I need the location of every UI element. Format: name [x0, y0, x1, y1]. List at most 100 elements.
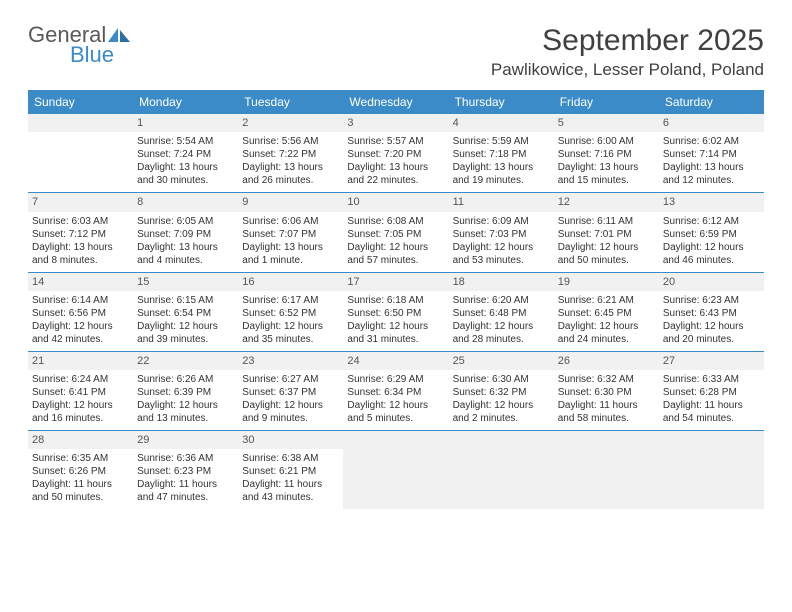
day-cell: 29 Sunrise: 6:36 AMSunset: 6:23 PMDayligh… — [133, 431, 238, 509]
day-details: Sunrise: 5:54 AMSunset: 7:24 PMDaylight:… — [137, 135, 234, 187]
day-details: Sunrise: 6:20 AMSunset: 6:48 PMDaylight:… — [453, 294, 550, 346]
day-number: 29 — [133, 431, 238, 449]
day-number: 30 — [238, 431, 343, 449]
day-details: Sunrise: 6:11 AMSunset: 7:01 PMDaylight:… — [558, 215, 655, 267]
day-details: Sunrise: 6:15 AMSunset: 6:54 PMDaylight:… — [137, 294, 234, 346]
day-details: Sunrise: 5:56 AMSunset: 7:22 PMDaylight:… — [242, 135, 339, 187]
day-number: 10 — [343, 193, 448, 211]
day-number: 15 — [133, 273, 238, 291]
day-number: 12 — [554, 193, 659, 211]
day-details: Sunrise: 5:59 AMSunset: 7:18 PMDaylight:… — [453, 135, 550, 187]
day-cell: 6 Sunrise: 6:02 AMSunset: 7:14 PMDaylight… — [659, 114, 764, 192]
day-cell — [554, 431, 659, 509]
day-details: Sunrise: 6:27 AMSunset: 6:37 PMDaylight:… — [242, 373, 339, 425]
day-number: 28 — [28, 431, 133, 449]
day-number: 13 — [659, 193, 764, 211]
weekday-header: Tuesday — [238, 90, 343, 114]
weekday-header-row: SundayMondayTuesdayWednesdayThursdayFrid… — [28, 90, 764, 114]
day-number: 26 — [554, 352, 659, 370]
day-cell — [343, 431, 448, 509]
day-details: Sunrise: 6:26 AMSunset: 6:39 PMDaylight:… — [137, 373, 234, 425]
month-title: September 2025 — [491, 24, 764, 58]
day-cell: 24Sunrise: 6:29 AMSunset: 6:34 PMDayligh… — [343, 352, 448, 430]
day-details: Sunrise: 6:38 AMSunset: 6:21 PMDaylight:… — [242, 452, 339, 504]
day-cell: 19 Sunrise: 6:21 AMSunset: 6:45 PMDayligh… — [554, 273, 659, 351]
day-cell — [449, 431, 554, 509]
week-row: 1 Sunrise: 5:54 AMSunset: 7:24 PMDaylight… — [28, 114, 764, 193]
day-number: 21 — [28, 352, 133, 370]
day-details: Sunrise: 6:08 AMSunset: 7:05 PMDaylight:… — [347, 215, 444, 267]
logo: General Blue — [28, 24, 132, 66]
day-number: 17 — [343, 273, 448, 291]
day-details: Sunrise: 6:36 AMSunset: 6:23 PMDaylight:… — [137, 452, 234, 504]
day-details: Sunrise: 6:29 AMSunset: 6:34 PMDaylight:… — [347, 373, 444, 425]
day-number: 23 — [238, 352, 343, 370]
day-cell: 30 Sunrise: 6:38 AMSunset: 6:21 PMDayligh… — [238, 431, 343, 509]
day-cell: 13 Sunrise: 6:12 AMSunset: 6:59 PMDayligh… — [659, 193, 764, 271]
day-cell: 20 Sunrise: 6:23 AMSunset: 6:43 PMDayligh… — [659, 273, 764, 351]
day-cell — [659, 431, 764, 509]
day-number: 2 — [238, 114, 343, 132]
calendar: SundayMondayTuesdayWednesdayThursdayFrid… — [28, 90, 764, 509]
day-number: 8 — [133, 193, 238, 211]
day-cell: 3Sunrise: 5:57 AMSunset: 7:20 PMDaylight… — [343, 114, 448, 192]
day-cell — [28, 114, 133, 192]
day-cell: 8Sunrise: 6:05 AMSunset: 7:09 PMDaylight… — [133, 193, 238, 271]
day-cell: 5Sunrise: 6:00 AMSunset: 7:16 PMDaylight… — [554, 114, 659, 192]
day-details: Sunrise: 6:23 AMSunset: 6:43 PMDaylight:… — [663, 294, 760, 346]
day-cell: 23 Sunrise: 6:27 AMSunset: 6:37 PMDayligh… — [238, 352, 343, 430]
day-cell: 1 Sunrise: 5:54 AMSunset: 7:24 PMDaylight… — [133, 114, 238, 192]
weekday-header: Friday — [554, 90, 659, 114]
day-cell: 27Sunrise: 6:33 AMSunset: 6:28 PMDayligh… — [659, 352, 764, 430]
day-number: 18 — [449, 273, 554, 291]
day-number: 19 — [554, 273, 659, 291]
week-row: 7 Sunrise: 6:03 AMSunset: 7:12 PMDaylight… — [28, 193, 764, 272]
week-row: 14 Sunrise: 6:14 AMSunset: 6:56 PMDayligh… — [28, 273, 764, 352]
weekday-header: Wednesday — [343, 90, 448, 114]
day-details: Sunrise: 6:12 AMSunset: 6:59 PMDaylight:… — [663, 215, 760, 267]
day-number: 9 — [238, 193, 343, 211]
day-number: 4 — [449, 114, 554, 132]
day-cell: 2 Sunrise: 5:56 AMSunset: 7:22 PMDaylight… — [238, 114, 343, 192]
weekday-header: Monday — [133, 90, 238, 114]
day-number: 6 — [659, 114, 764, 132]
day-cell: 28 Sunrise: 6:35 AMSunset: 6:26 PMDayligh… — [28, 431, 133, 509]
day-details: Sunrise: 6:35 AMSunset: 6:26 PMDaylight:… — [32, 452, 129, 504]
day-cell: 10 Sunrise: 6:08 AMSunset: 7:05 PMDayligh… — [343, 193, 448, 271]
day-cell: 25 Sunrise: 6:30 AMSunset: 6:32 PMDayligh… — [449, 352, 554, 430]
day-number-bar — [449, 431, 554, 449]
day-cell: 12 Sunrise: 6:11 AMSunset: 7:01 PMDayligh… — [554, 193, 659, 271]
day-cell: 26Sunrise: 6:32 AMSunset: 6:30 PMDayligh… — [554, 352, 659, 430]
day-details: Sunrise: 6:21 AMSunset: 6:45 PMDaylight:… — [558, 294, 655, 346]
day-details: Sunrise: 6:09 AMSunset: 7:03 PMDaylight:… — [453, 215, 550, 267]
location: Pawlikowice, Lesser Poland, Poland — [491, 60, 764, 80]
weekday-header: Saturday — [659, 90, 764, 114]
day-number: 7 — [28, 193, 133, 211]
day-details: Sunrise: 6:14 AMSunset: 6:56 PMDaylight:… — [32, 294, 129, 346]
day-details: Sunrise: 6:30 AMSunset: 6:32 PMDaylight:… — [453, 373, 550, 425]
day-details: Sunrise: 6:02 AMSunset: 7:14 PMDaylight:… — [663, 135, 760, 187]
day-details: Sunrise: 5:57 AMSunset: 7:20 PMDaylight:… — [347, 135, 444, 187]
day-number: 20 — [659, 273, 764, 291]
day-number: 1 — [133, 114, 238, 132]
day-details: Sunrise: 6:17 AMSunset: 6:52 PMDaylight:… — [242, 294, 339, 346]
day-number: 25 — [449, 352, 554, 370]
weekday-header: Thursday — [449, 90, 554, 114]
day-cell: 4 Sunrise: 5:59 AMSunset: 7:18 PMDaylight… — [449, 114, 554, 192]
day-cell: 11 Sunrise: 6:09 AMSunset: 7:03 PMDayligh… — [449, 193, 554, 271]
day-number: 11 — [449, 193, 554, 211]
week-row: 21 Sunrise: 6:24 AMSunset: 6:41 PMDayligh… — [28, 352, 764, 431]
day-number: 14 — [28, 273, 133, 291]
day-number: 27 — [659, 352, 764, 370]
weekday-header: Sunday — [28, 90, 133, 114]
day-cell: 16 Sunrise: 6:17 AMSunset: 6:52 PMDayligh… — [238, 273, 343, 351]
day-number-bar — [659, 431, 764, 449]
day-details: Sunrise: 6:24 AMSunset: 6:41 PMDaylight:… — [32, 373, 129, 425]
day-cell: 17Sunrise: 6:18 AMSunset: 6:50 PMDayligh… — [343, 273, 448, 351]
day-number: 16 — [238, 273, 343, 291]
day-details: Sunrise: 6:00 AMSunset: 7:16 PMDaylight:… — [558, 135, 655, 187]
day-details: Sunrise: 6:03 AMSunset: 7:12 PMDaylight:… — [32, 215, 129, 267]
day-number-bar — [554, 431, 659, 449]
day-cell: 18 Sunrise: 6:20 AMSunset: 6:48 PMDayligh… — [449, 273, 554, 351]
day-cell: 15 Sunrise: 6:15 AMSunset: 6:54 PMDayligh… — [133, 273, 238, 351]
